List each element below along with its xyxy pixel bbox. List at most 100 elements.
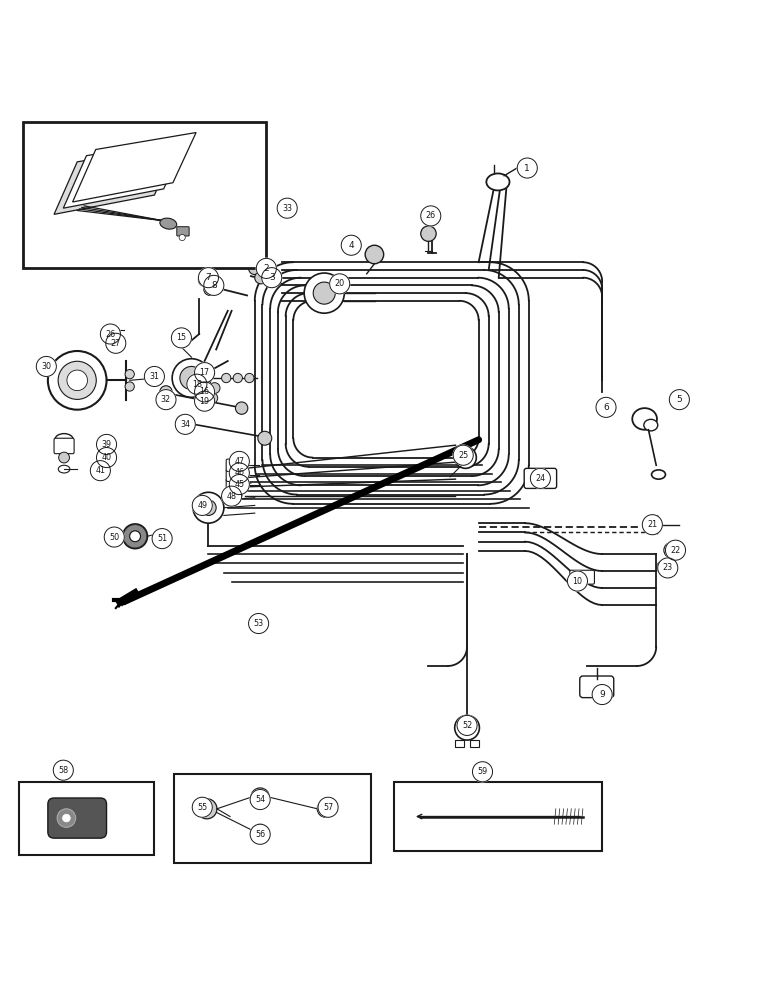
Text: 1: 1 <box>524 164 530 173</box>
Polygon shape <box>54 145 178 214</box>
Circle shape <box>229 475 249 495</box>
Circle shape <box>421 226 436 241</box>
Circle shape <box>235 402 248 414</box>
Text: 48: 48 <box>227 492 236 501</box>
Circle shape <box>322 805 330 813</box>
Circle shape <box>187 374 207 394</box>
Circle shape <box>341 235 361 255</box>
Circle shape <box>596 397 616 417</box>
Circle shape <box>176 415 190 429</box>
Circle shape <box>198 274 211 286</box>
Circle shape <box>277 198 297 218</box>
Text: 51: 51 <box>157 534 168 543</box>
Circle shape <box>48 351 107 410</box>
Text: 26: 26 <box>105 330 116 339</box>
FancyBboxPatch shape <box>54 438 74 454</box>
Text: 40: 40 <box>102 453 111 462</box>
Circle shape <box>123 524 147 549</box>
Circle shape <box>96 448 117 468</box>
Text: 27: 27 <box>110 339 121 348</box>
Circle shape <box>171 328 191 348</box>
Ellipse shape <box>160 218 177 229</box>
Text: 54: 54 <box>255 795 266 804</box>
Text: 22: 22 <box>670 546 681 555</box>
Circle shape <box>198 268 218 288</box>
Circle shape <box>59 452 69 463</box>
Circle shape <box>204 283 216 295</box>
Text: 39: 39 <box>101 440 112 449</box>
Text: 9: 9 <box>599 690 605 699</box>
Circle shape <box>318 797 338 817</box>
Circle shape <box>172 359 211 397</box>
Polygon shape <box>63 139 187 208</box>
Text: 41: 41 <box>96 466 105 475</box>
Circle shape <box>567 571 587 591</box>
Circle shape <box>180 366 203 390</box>
Text: 52: 52 <box>462 721 472 730</box>
Circle shape <box>664 542 679 558</box>
Circle shape <box>249 262 261 275</box>
Text: 5: 5 <box>676 395 682 404</box>
Circle shape <box>179 234 185 241</box>
Circle shape <box>657 560 671 574</box>
Ellipse shape <box>59 465 69 473</box>
Text: 56: 56 <box>255 830 266 839</box>
Circle shape <box>58 361 96 399</box>
Circle shape <box>460 452 471 463</box>
Circle shape <box>160 386 172 398</box>
Circle shape <box>258 431 272 445</box>
Circle shape <box>174 333 188 347</box>
Polygon shape <box>648 515 658 534</box>
Circle shape <box>250 790 270 810</box>
Circle shape <box>256 830 264 837</box>
Circle shape <box>130 531 141 542</box>
Text: 49: 49 <box>197 501 208 510</box>
Text: 50: 50 <box>109 533 120 542</box>
Circle shape <box>152 529 172 549</box>
Text: 17: 17 <box>199 368 210 377</box>
Circle shape <box>229 451 249 471</box>
Text: 25: 25 <box>458 451 469 460</box>
Circle shape <box>249 613 269 634</box>
Circle shape <box>202 804 212 813</box>
Circle shape <box>67 370 87 391</box>
Text: 15: 15 <box>176 333 187 342</box>
Circle shape <box>455 447 476 468</box>
Circle shape <box>193 492 224 523</box>
Circle shape <box>100 324 120 344</box>
Ellipse shape <box>55 434 73 446</box>
Text: 30: 30 <box>42 362 51 371</box>
Circle shape <box>453 445 473 465</box>
Circle shape <box>175 414 195 434</box>
Circle shape <box>233 373 242 383</box>
Text: 45: 45 <box>234 480 245 489</box>
Text: 32: 32 <box>161 395 171 404</box>
Text: 8: 8 <box>211 281 217 290</box>
Circle shape <box>53 760 73 780</box>
Circle shape <box>63 814 70 822</box>
Text: 46: 46 <box>235 468 244 477</box>
Text: 57: 57 <box>323 803 334 812</box>
Circle shape <box>195 363 215 383</box>
Text: 23: 23 <box>662 563 673 572</box>
FancyBboxPatch shape <box>177 227 189 236</box>
Circle shape <box>201 500 216 515</box>
FancyBboxPatch shape <box>226 459 246 471</box>
Text: 47: 47 <box>234 457 245 466</box>
Text: 16: 16 <box>200 387 209 396</box>
Circle shape <box>144 366 164 387</box>
FancyBboxPatch shape <box>174 774 371 863</box>
Circle shape <box>669 547 675 553</box>
Circle shape <box>222 486 242 506</box>
Circle shape <box>262 268 282 288</box>
Ellipse shape <box>486 173 510 190</box>
Wedge shape <box>124 525 147 548</box>
Text: 58: 58 <box>58 766 69 775</box>
Text: 3: 3 <box>269 273 275 282</box>
Text: 53: 53 <box>253 619 264 628</box>
Text: 7: 7 <box>205 273 212 282</box>
Polygon shape <box>73 133 196 202</box>
Circle shape <box>209 383 220 393</box>
Text: 19: 19 <box>199 397 210 406</box>
Circle shape <box>517 158 537 178</box>
